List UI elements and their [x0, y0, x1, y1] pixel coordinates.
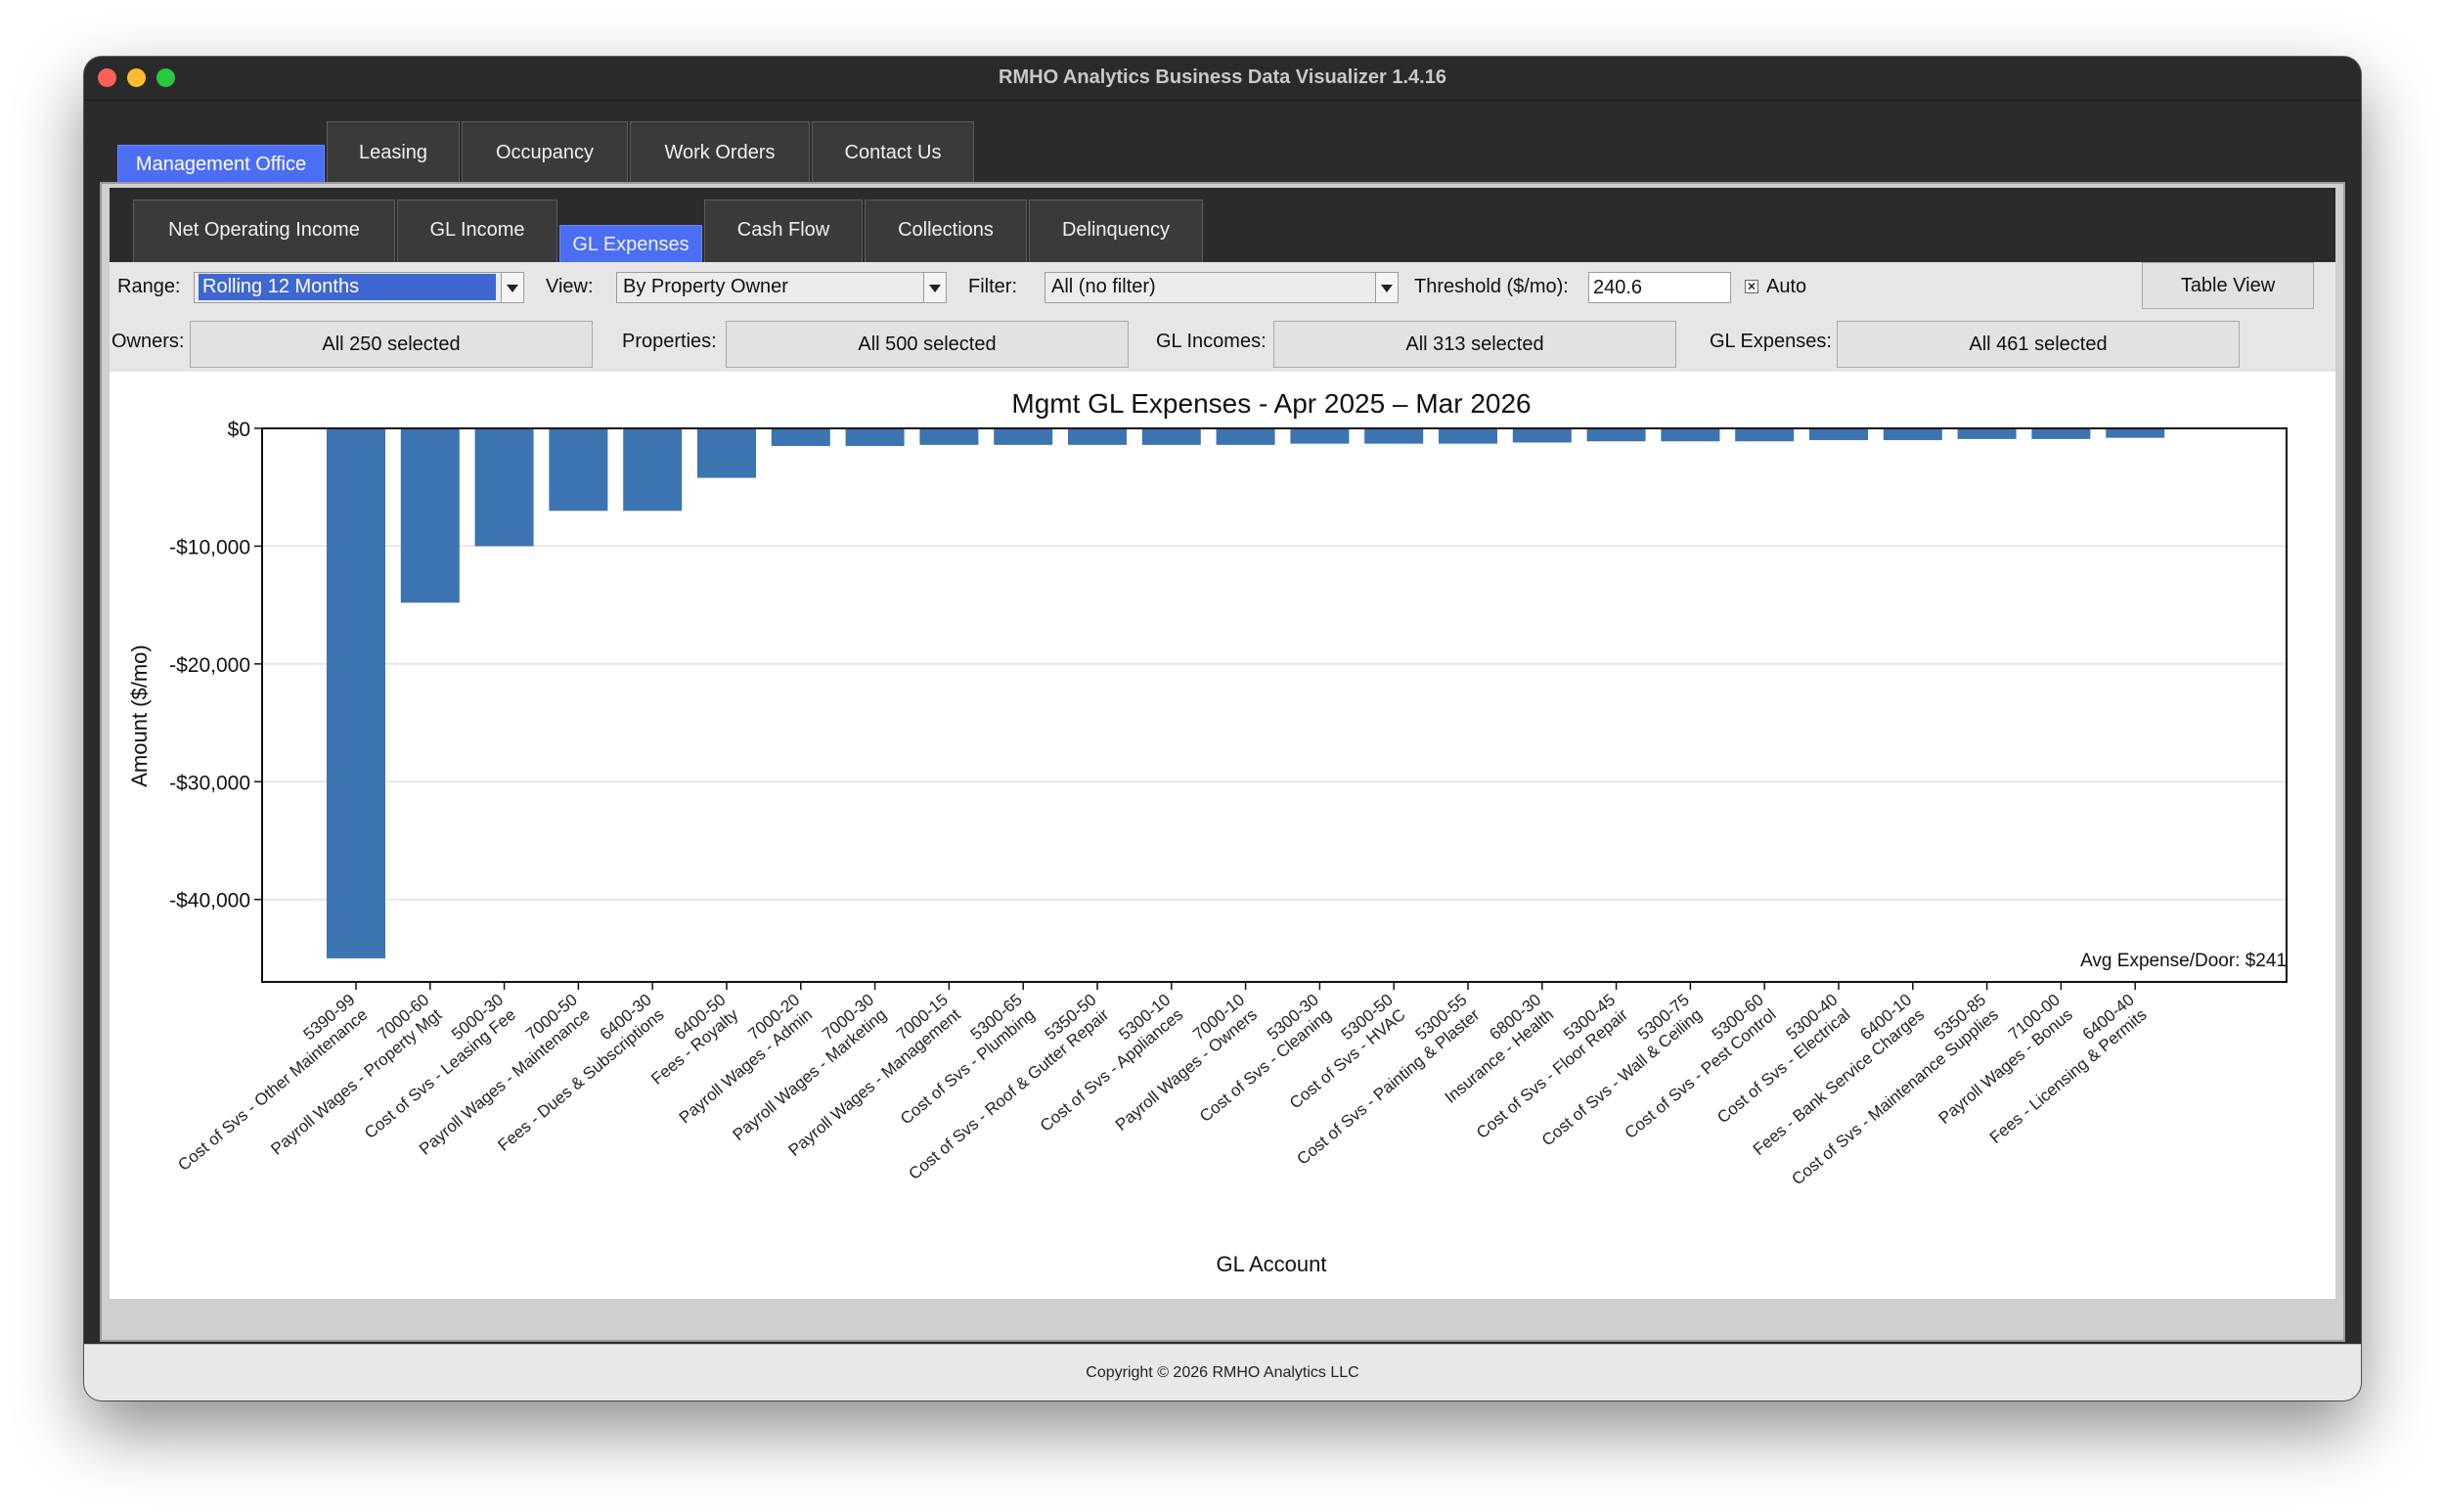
bar[interactable]	[1957, 428, 2017, 439]
bar[interactable]	[2106, 428, 2165, 438]
x-tick-label: 5390-99Cost of Svs - Other Maintenance	[161, 991, 371, 1175]
bar[interactable]	[1364, 428, 1424, 444]
properties-label: Properties:	[622, 331, 717, 352]
tab-work-orders[interactable]: Work Orders	[630, 121, 810, 182]
subtab-net-operating-income[interactable]: Net Operating Income	[133, 200, 395, 262]
tab-occupancy[interactable]: Occupancy	[462, 121, 628, 182]
avg-expense-annotation: Avg Expense/Door: $241	[2080, 951, 2287, 971]
y-tick-label: -$20,000	[169, 654, 250, 677]
bar[interactable]	[1809, 428, 1868, 441]
table-view-button[interactable]: Table View	[2142, 262, 2314, 309]
bar[interactable]	[1661, 428, 1720, 442]
zoom-window-button[interactable]	[156, 68, 175, 87]
title-bar: RMHO Analytics Business Data Visualizer …	[84, 57, 2361, 101]
bar[interactable]	[2031, 428, 2091, 439]
y-tick-label: -$30,000	[169, 772, 250, 794]
auto-label: Auto	[1766, 276, 1807, 297]
bar[interactable]	[771, 428, 830, 447]
sub-tab-bar: Net Operating Income GL Income GL Expens…	[110, 188, 2335, 262]
owners-label: Owners:	[111, 331, 185, 352]
bar[interactable]	[845, 428, 905, 447]
y-axis-label: Amount ($/mo)	[127, 645, 152, 787]
bar[interactable]	[549, 428, 608, 511]
threshold-input[interactable]	[1588, 272, 1731, 303]
tab-management-office[interactable]: Management Office	[117, 145, 325, 182]
y-tick-label: -$10,000	[169, 536, 250, 558]
view-select[interactable]: By Property Owner	[616, 272, 947, 303]
chevron-down-icon	[1375, 273, 1398, 302]
subtab-collections[interactable]: Collections	[865, 200, 1027, 262]
filter-label: Filter:	[968, 276, 1017, 297]
app-window: RMHO Analytics Business Data Visualizer …	[84, 57, 2361, 1401]
bar[interactable]	[474, 428, 534, 547]
auto-checkbox[interactable]: ✕	[1745, 280, 1758, 293]
minimize-window-button[interactable]	[127, 68, 146, 87]
bar[interactable]	[1586, 428, 1646, 442]
filter-value: All (no filter)	[1051, 276, 1156, 297]
copyright-text: Copyright © 2026 RMHO Analytics LLC	[1086, 1364, 1359, 1381]
subtab-cash-flow[interactable]: Cash Flow	[704, 200, 863, 262]
bar[interactable]	[623, 428, 683, 511]
bar[interactable]	[697, 428, 756, 478]
bar[interactable]	[919, 428, 979, 445]
properties-select-button[interactable]: All 500 selected	[726, 321, 1129, 368]
footer: Copyright © 2026 RMHO Analytics LLC	[84, 1344, 2361, 1401]
threshold-label: Threshold ($/mo):	[1414, 276, 1569, 297]
bar[interactable]	[994, 428, 1053, 445]
view-value: By Property Owner	[623, 276, 788, 297]
tab-leasing[interactable]: Leasing	[327, 121, 460, 182]
bar[interactable]	[327, 428, 385, 958]
controls-panel: Range: Rolling 12 Months View: By Proper…	[110, 262, 2335, 372]
tab-content-panel: Net Operating Income GL Income GL Expens…	[100, 182, 2345, 1342]
tab-contact-us[interactable]: Contact Us	[812, 121, 974, 182]
filter-select[interactable]: All (no filter)	[1045, 272, 1399, 303]
range-label: Range:	[117, 276, 181, 297]
close-window-button[interactable]	[98, 68, 116, 87]
y-tick-label: $0	[228, 419, 250, 441]
bar[interactable]	[1141, 428, 1201, 445]
chart-area: Mgmt GL Expenses - Apr 2025 – Mar 2026 A…	[110, 372, 2335, 1299]
gl-expenses-select-button[interactable]: All 461 selected	[1837, 321, 2240, 368]
subtab-delinquency[interactable]: Delinquency	[1029, 200, 1203, 262]
gl-incomes-label: GL Incomes:	[1156, 331, 1267, 352]
view-label: View:	[546, 276, 594, 297]
range-value: Rolling 12 Months	[199, 274, 496, 300]
window-title: RMHO Analytics Business Data Visualizer …	[999, 67, 1446, 88]
bar[interactable]	[1439, 428, 1497, 444]
owners-select-button[interactable]: All 250 selected	[190, 321, 593, 368]
bar[interactable]	[1068, 428, 1127, 445]
plot-frame	[261, 427, 2288, 983]
chart-title: Mgmt GL Expenses - Apr 2025 – Mar 2026	[1011, 388, 1531, 419]
subtab-gl-income[interactable]: GL Income	[397, 200, 557, 262]
y-tick-label: -$40,000	[169, 890, 250, 912]
gl-incomes-select-button[interactable]: All 313 selected	[1273, 321, 1676, 368]
expenses-bar-chart: Mgmt GL Expenses - Apr 2025 – Mar 2026 A…	[127, 388, 2288, 1276]
bar[interactable]	[1883, 428, 1942, 441]
bar[interactable]	[1512, 428, 1572, 443]
gl-expenses-label: GL Expenses:	[1710, 331, 1832, 352]
bar[interactable]	[1735, 428, 1795, 442]
bar[interactable]	[1216, 428, 1275, 445]
chevron-down-icon	[923, 273, 946, 302]
chevron-down-icon	[501, 273, 523, 302]
bar[interactable]	[400, 428, 460, 603]
x-axis-label: GL Account	[1217, 1252, 1327, 1276]
bar[interactable]	[1290, 428, 1350, 444]
range-select[interactable]: Rolling 12 Months	[194, 272, 524, 303]
subtab-gl-expenses[interactable]: GL Expenses	[559, 225, 702, 262]
